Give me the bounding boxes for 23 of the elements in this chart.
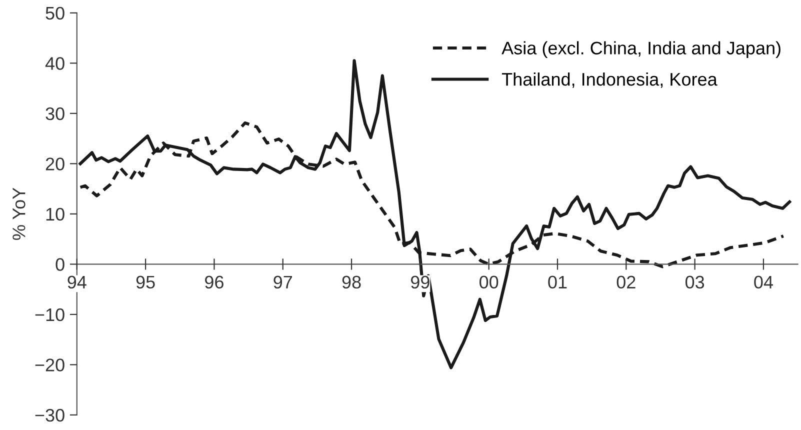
x-tick-label: 96 <box>205 276 224 289</box>
y-tick-label: 10 <box>46 208 64 221</box>
x-tick-label: 99 <box>410 276 430 289</box>
y-tick-label: 50 <box>46 6 64 20</box>
y-tick-label: 20 <box>46 158 64 170</box>
x-tick-label: 95 <box>136 276 155 289</box>
y-tick-label: −30 <box>35 408 64 422</box>
legend-label: Asia (excl. China, India and Japan) <box>502 41 780 58</box>
y-axis-title: % YoY <box>12 188 26 240</box>
y-tick-label: 30 <box>46 107 64 120</box>
x-tick-label: 04 <box>754 276 773 289</box>
y-tick-label: −10 <box>35 308 64 322</box>
x-tick-label: 98 <box>342 276 361 289</box>
x-tick-label: 02 <box>616 276 636 289</box>
legend-label: Thailand, Indonesia, Korea <box>502 72 718 88</box>
x-tick-label: 01 <box>548 276 567 289</box>
x-tick-label: 97 <box>274 276 292 289</box>
y-tick-label: 40 <box>45 57 64 70</box>
y-tick-label: 0 <box>56 258 64 271</box>
x-tick-label: 94 <box>68 276 86 289</box>
x-tick-label: 03 <box>685 276 704 289</box>
x-tick-label: 00 <box>480 276 498 289</box>
y-tick-label: −20 <box>35 358 64 372</box>
